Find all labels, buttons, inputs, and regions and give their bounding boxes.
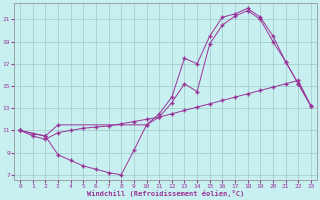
X-axis label: Windchill (Refroidissement éolien,°C): Windchill (Refroidissement éolien,°C)	[87, 190, 244, 197]
